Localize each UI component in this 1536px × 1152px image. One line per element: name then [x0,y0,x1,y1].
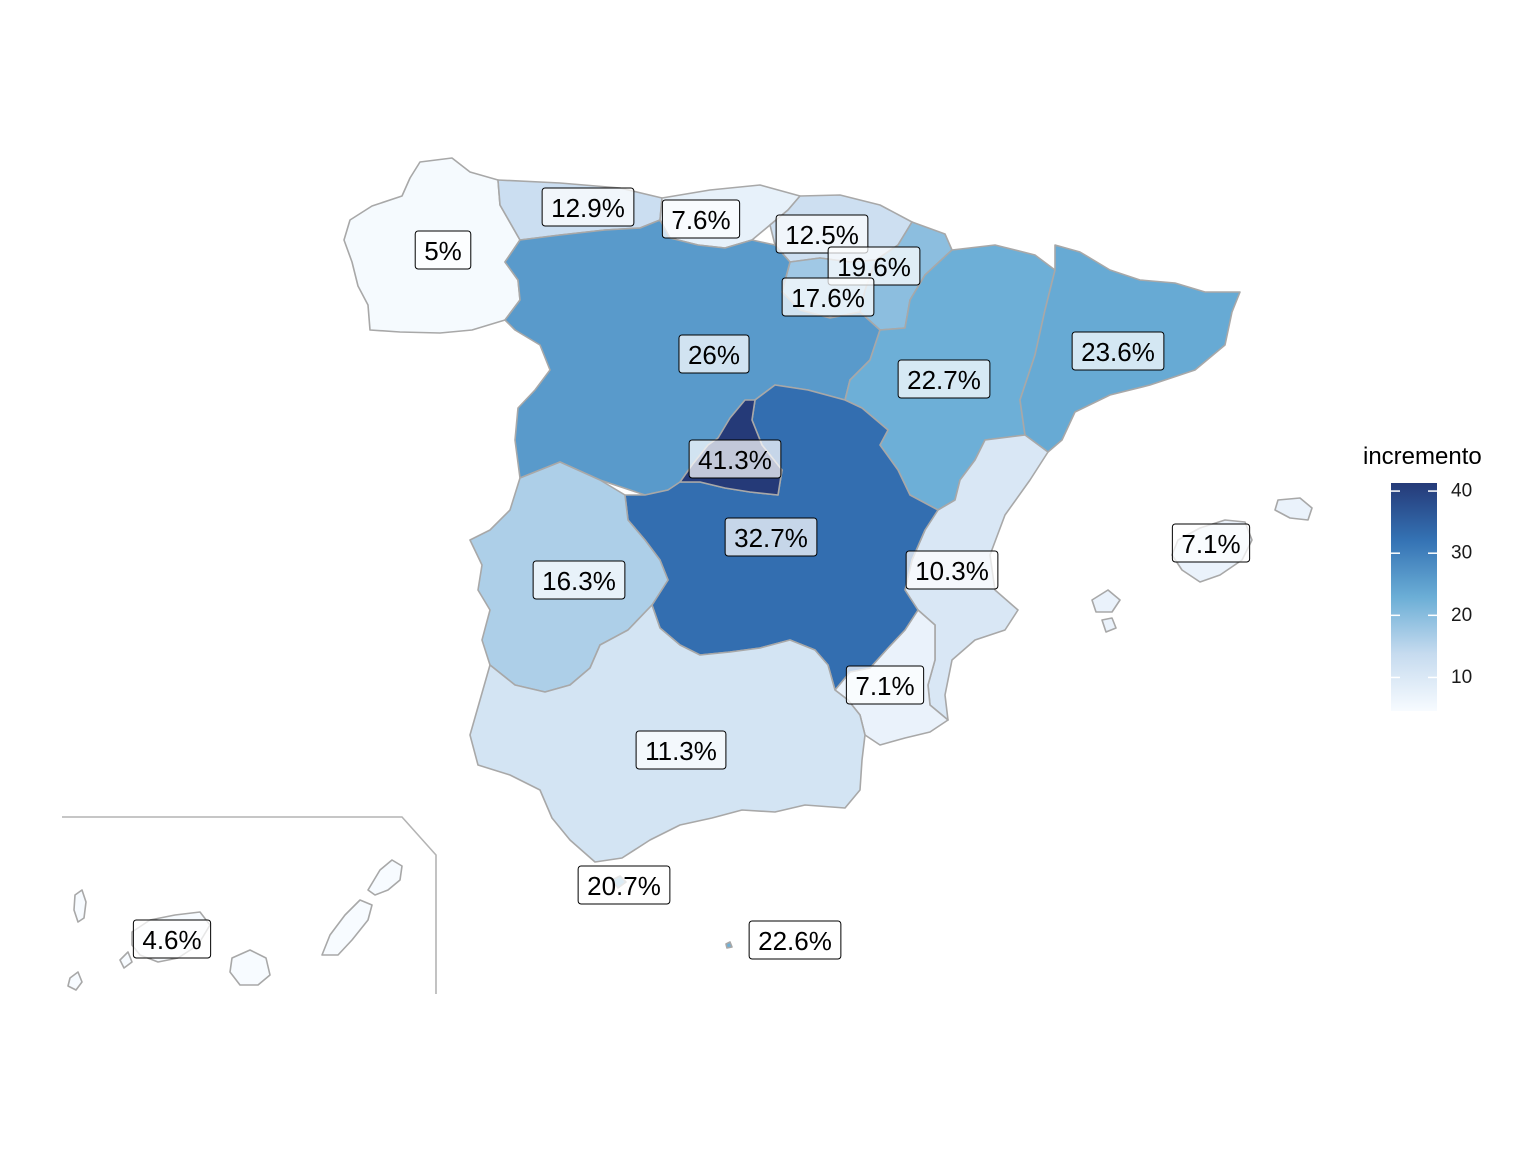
region-label-text: 11.3% [645,736,717,766]
region-label-box [897,359,991,399]
region-label-box [541,187,635,227]
region-label: 26% [678,334,750,374]
region-label-text: 19.6% [837,252,911,282]
region-label-box [661,199,741,239]
region-label-text: 7.1% [1181,529,1240,559]
region-label-box [688,439,782,479]
region-label-box [577,865,671,905]
region-label-box [132,919,212,959]
region-label-box [905,550,999,590]
region-label-box [1071,331,1165,371]
region-label: 11.3% [635,730,727,770]
region-label-text: 22.6% [758,926,832,956]
region-label-text: 23.6% [1081,337,1155,367]
region-label: 32.7% [724,517,818,557]
region-label-text: 20.7% [587,871,661,901]
regions-layer [67,157,1313,991]
region-label-box [532,560,626,600]
region-label: 5% [414,230,472,270]
region-label: 7.6% [661,199,741,239]
region-label: 10.3% [905,550,999,590]
legend-tick-label: 30 [1451,543,1472,564]
region-label-box [845,665,925,705]
canarias-inset-frame [62,816,437,994]
region-label-text: 17.6% [791,283,865,313]
color-legend: incremento 10 20 30 40 [1363,443,1482,711]
region-label-box [1171,523,1251,563]
region-label: 12.9% [541,187,635,227]
region-label-text: 5% [424,236,462,266]
region-label: 4.6% [132,919,212,959]
region-label-text: 26% [688,340,740,370]
region-label-box [775,214,869,254]
region-label-box [635,730,727,770]
legend-color-bar [1391,483,1437,711]
region-label-box [724,517,818,557]
region-label: 19.6% [827,246,921,286]
region-canarias [67,859,403,991]
region-label-text: 4.6% [142,925,201,955]
region-label: 12.5% [775,214,869,254]
region-label: 22.7% [897,359,991,399]
region-label-text: 10.3% [915,556,989,586]
region-label-text: 16.3% [542,566,616,596]
region-label: 20.7% [577,865,671,905]
region-label-box [748,920,842,960]
region-label-text: 41.3% [698,445,772,475]
region-label: 22.6% [748,920,842,960]
region-label-text: 22.7% [907,365,981,395]
legend-tick-label: 20 [1451,605,1472,626]
region-label: 23.6% [1071,331,1165,371]
region-label: 7.1% [845,665,925,705]
region-melilla [725,941,733,949]
region-label: 16.3% [532,560,626,600]
labels-layer: 5% 12.9% 7.6% 12.5% 19.6% 17.6% 26% 22. [132,187,1251,960]
region-label-text: 32.7% [734,523,808,553]
region-label-box [678,334,750,374]
region-label-text: 12.5% [785,220,859,250]
region-label-text: 7.1% [855,671,914,701]
region-label-box [414,230,472,270]
legend-tick-label: 10 [1451,667,1472,688]
legend-title: incremento [1363,443,1482,470]
region-label-text: 12.9% [551,193,625,223]
region-label: 17.6% [781,277,875,317]
region-label: 41.3% [688,439,782,479]
region-label-text: 7.6% [671,205,730,235]
legend-ticks: 10 20 30 40 [1391,481,1472,688]
region-baleares [1091,497,1313,633]
region-label: 7.1% [1171,523,1251,563]
region-label-box [781,277,875,317]
legend-tick-label: 40 [1451,481,1472,502]
